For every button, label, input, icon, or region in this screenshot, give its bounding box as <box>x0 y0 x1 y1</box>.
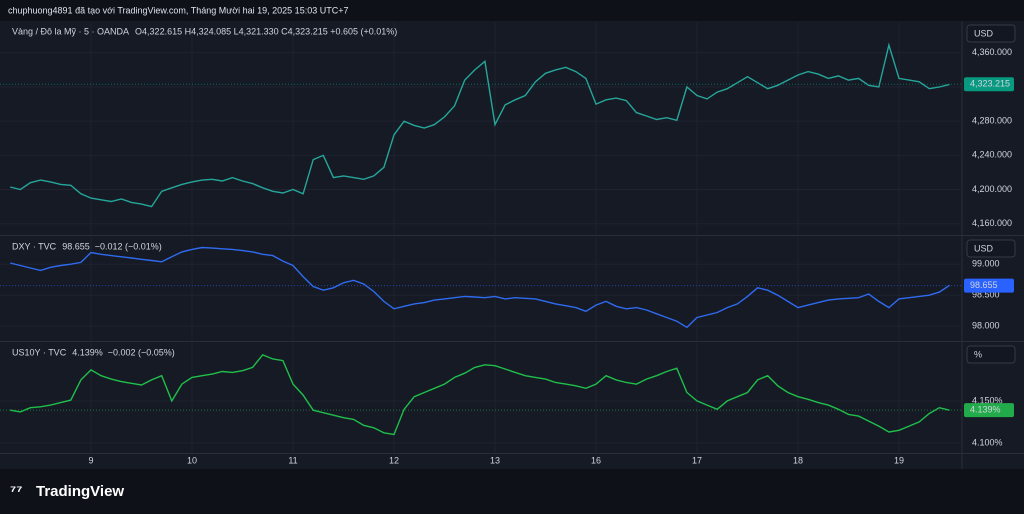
y-tick-label: 99.000 <box>972 259 1000 269</box>
x-tick-label: 16 <box>591 455 601 465</box>
unit-label: % <box>974 349 982 359</box>
y-tick-label: 4.150% <box>972 395 1003 405</box>
unit-box <box>966 345 1016 364</box>
legend-value: 98.655 <box>62 241 90 251</box>
y-tick-label: 98.500 <box>972 290 1000 300</box>
last-value-label: 4,323.215 <box>970 79 1010 89</box>
x-tick-label: 9 <box>88 455 93 465</box>
x-tick-label: 13 <box>490 455 500 465</box>
legend-ohlc: O4,322.615 H4,324.085 L4,321.330 C4,323.… <box>135 26 397 36</box>
last-value-tag <box>964 77 1014 92</box>
price-line <box>10 246 950 329</box>
y-tick-label: 4,280.000 <box>972 116 1012 126</box>
unit-box <box>966 239 1016 258</box>
logo-icon: ⁷⁷ <box>10 483 22 500</box>
y-tick-label: 98.000 <box>972 321 1000 331</box>
unit-label: USD <box>974 28 994 38</box>
x-tick-label: 17 <box>692 455 702 465</box>
unit-box <box>966 24 1016 43</box>
header-bar <box>0 0 1024 21</box>
last-value-tag <box>964 278 1014 293</box>
legend-name: DXY · TVC <box>12 241 57 251</box>
legend-change: −0.002 (−0.05%) <box>108 347 175 357</box>
x-tick-label: 18 <box>793 455 803 465</box>
header: chuphuong4891 đã tạo với TradingView.com… <box>8 5 348 15</box>
legend-name: Vàng / Đô la Mỹ · 5 · OANDA <box>12 26 129 36</box>
last-value-tag <box>964 403 1014 418</box>
x-tick-label: 12 <box>389 455 399 465</box>
y-tick-label: 4,200.000 <box>972 184 1012 194</box>
last-value-label: 98.655 <box>970 280 998 290</box>
last-value-label: 4.139% <box>970 405 1001 415</box>
x-tick-label: 10 <box>187 455 197 465</box>
unit-label: USD <box>974 243 994 253</box>
price-line <box>10 353 950 436</box>
y-tick-label: 4,360.000 <box>972 47 1012 57</box>
x-tick-label: 19 <box>894 455 904 465</box>
x-tick-label: 11 <box>288 455 297 465</box>
y-tick-label: 4.100% <box>972 437 1003 447</box>
y-tick-label: 4,160.000 <box>972 218 1012 228</box>
legend-name: US10Y · TVC <box>12 347 67 357</box>
legend-change: −0.012 (−0.01%) <box>95 241 162 251</box>
footer-bar <box>0 469 1024 514</box>
y-tick-label: 4,240.000 <box>972 150 1012 160</box>
brand: TradingView <box>36 483 124 500</box>
legend-value: 4.139% <box>72 347 103 357</box>
price-line <box>10 42 950 208</box>
